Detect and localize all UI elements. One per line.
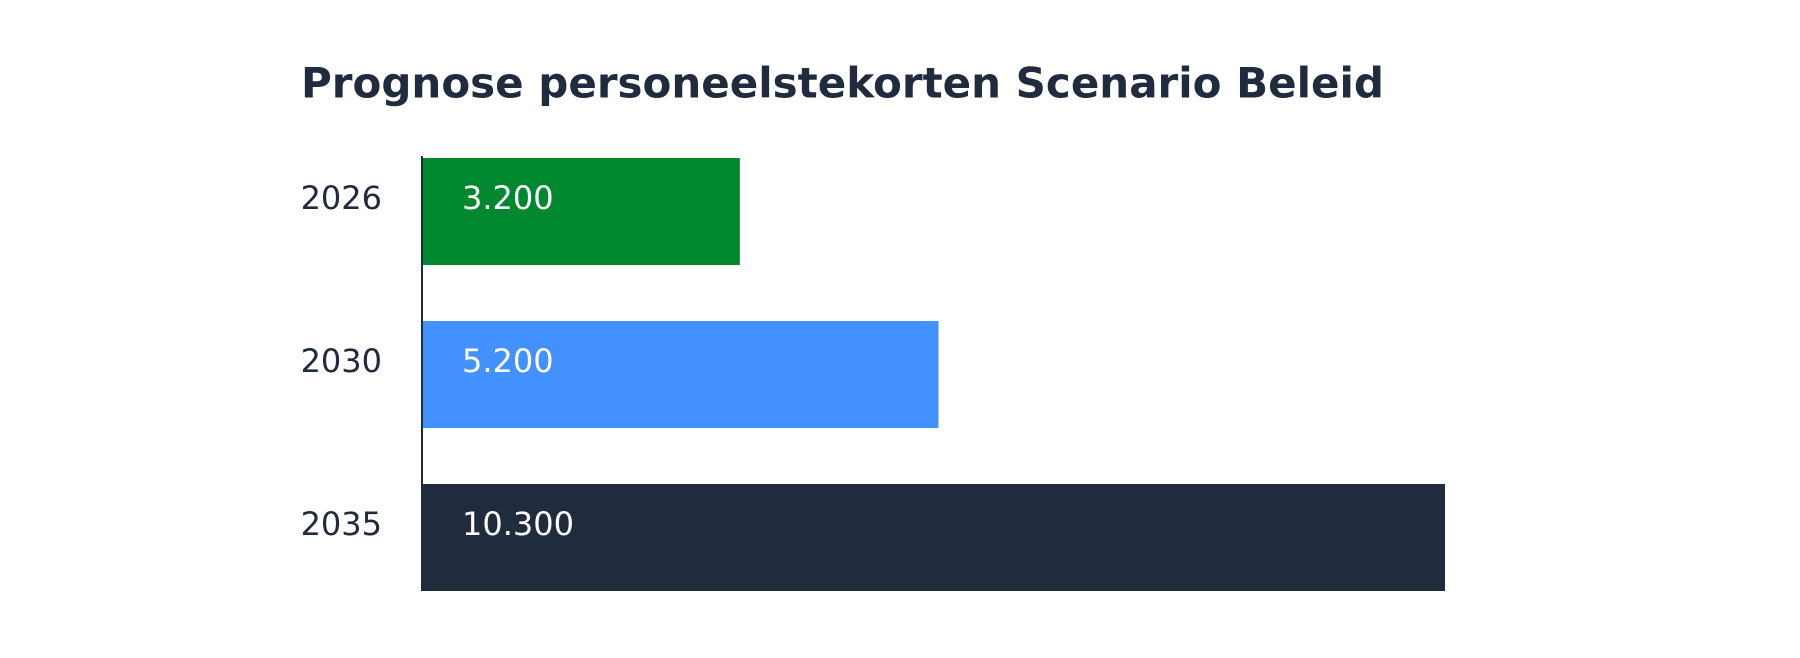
category-label: 2035 [301,505,382,543]
value-label: 3.200 [462,179,554,217]
value-label: 10.300 [462,505,574,543]
bar [422,484,1445,591]
bar [422,158,740,265]
chart-title: Prognose personeelstekorten Scenario Bel… [301,59,1384,108]
category-label: 2030 [301,342,382,380]
bar [422,321,939,428]
category-label: 2026 [301,179,382,217]
value-label: 5.200 [462,342,554,380]
